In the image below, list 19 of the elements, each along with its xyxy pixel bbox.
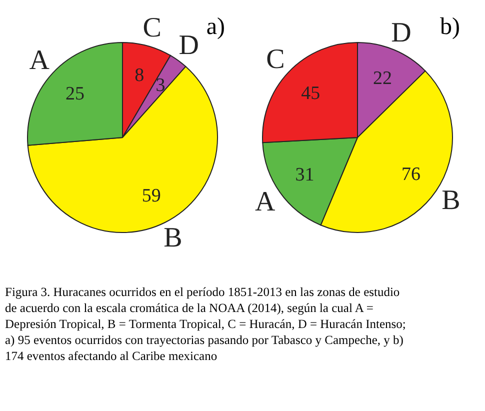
slice-label: C	[142, 12, 162, 44]
slice-label: B	[164, 222, 182, 254]
slice-label: C	[266, 44, 285, 75]
chart-title: a)	[206, 14, 225, 40]
slice-label: D	[178, 30, 200, 62]
data-label: 22	[372, 68, 392, 89]
slice-label: A	[255, 186, 276, 218]
data-label: 3	[156, 75, 166, 96]
data-label: 45	[301, 83, 320, 104]
chart-title: b)	[440, 14, 460, 40]
data-label: 59	[142, 185, 161, 206]
slice-label: B	[442, 184, 460, 216]
data-label: 31	[295, 164, 314, 186]
data-label: 8	[134, 65, 144, 86]
slice-label: A	[29, 44, 50, 76]
slice-label: D	[391, 17, 412, 48]
text: Figura 3. Huracanes ocurridos en el período 1851-2013 en las zonas de estudio de acuerdo con la escala cromática de la NOAA (2014), según la cual A = Depresión Tropical, B = Tormenta Tropical, C = Huracán, D = Huracán Intenso; a) 95 eventos ocurridos con trayectorias pasando por Tabasco y Campeche, y b) 174 eventos afectando al Caribe mexicano	[5, 285, 406, 363]
data-label: 76	[401, 164, 420, 185]
data-label: 25	[65, 84, 84, 105]
